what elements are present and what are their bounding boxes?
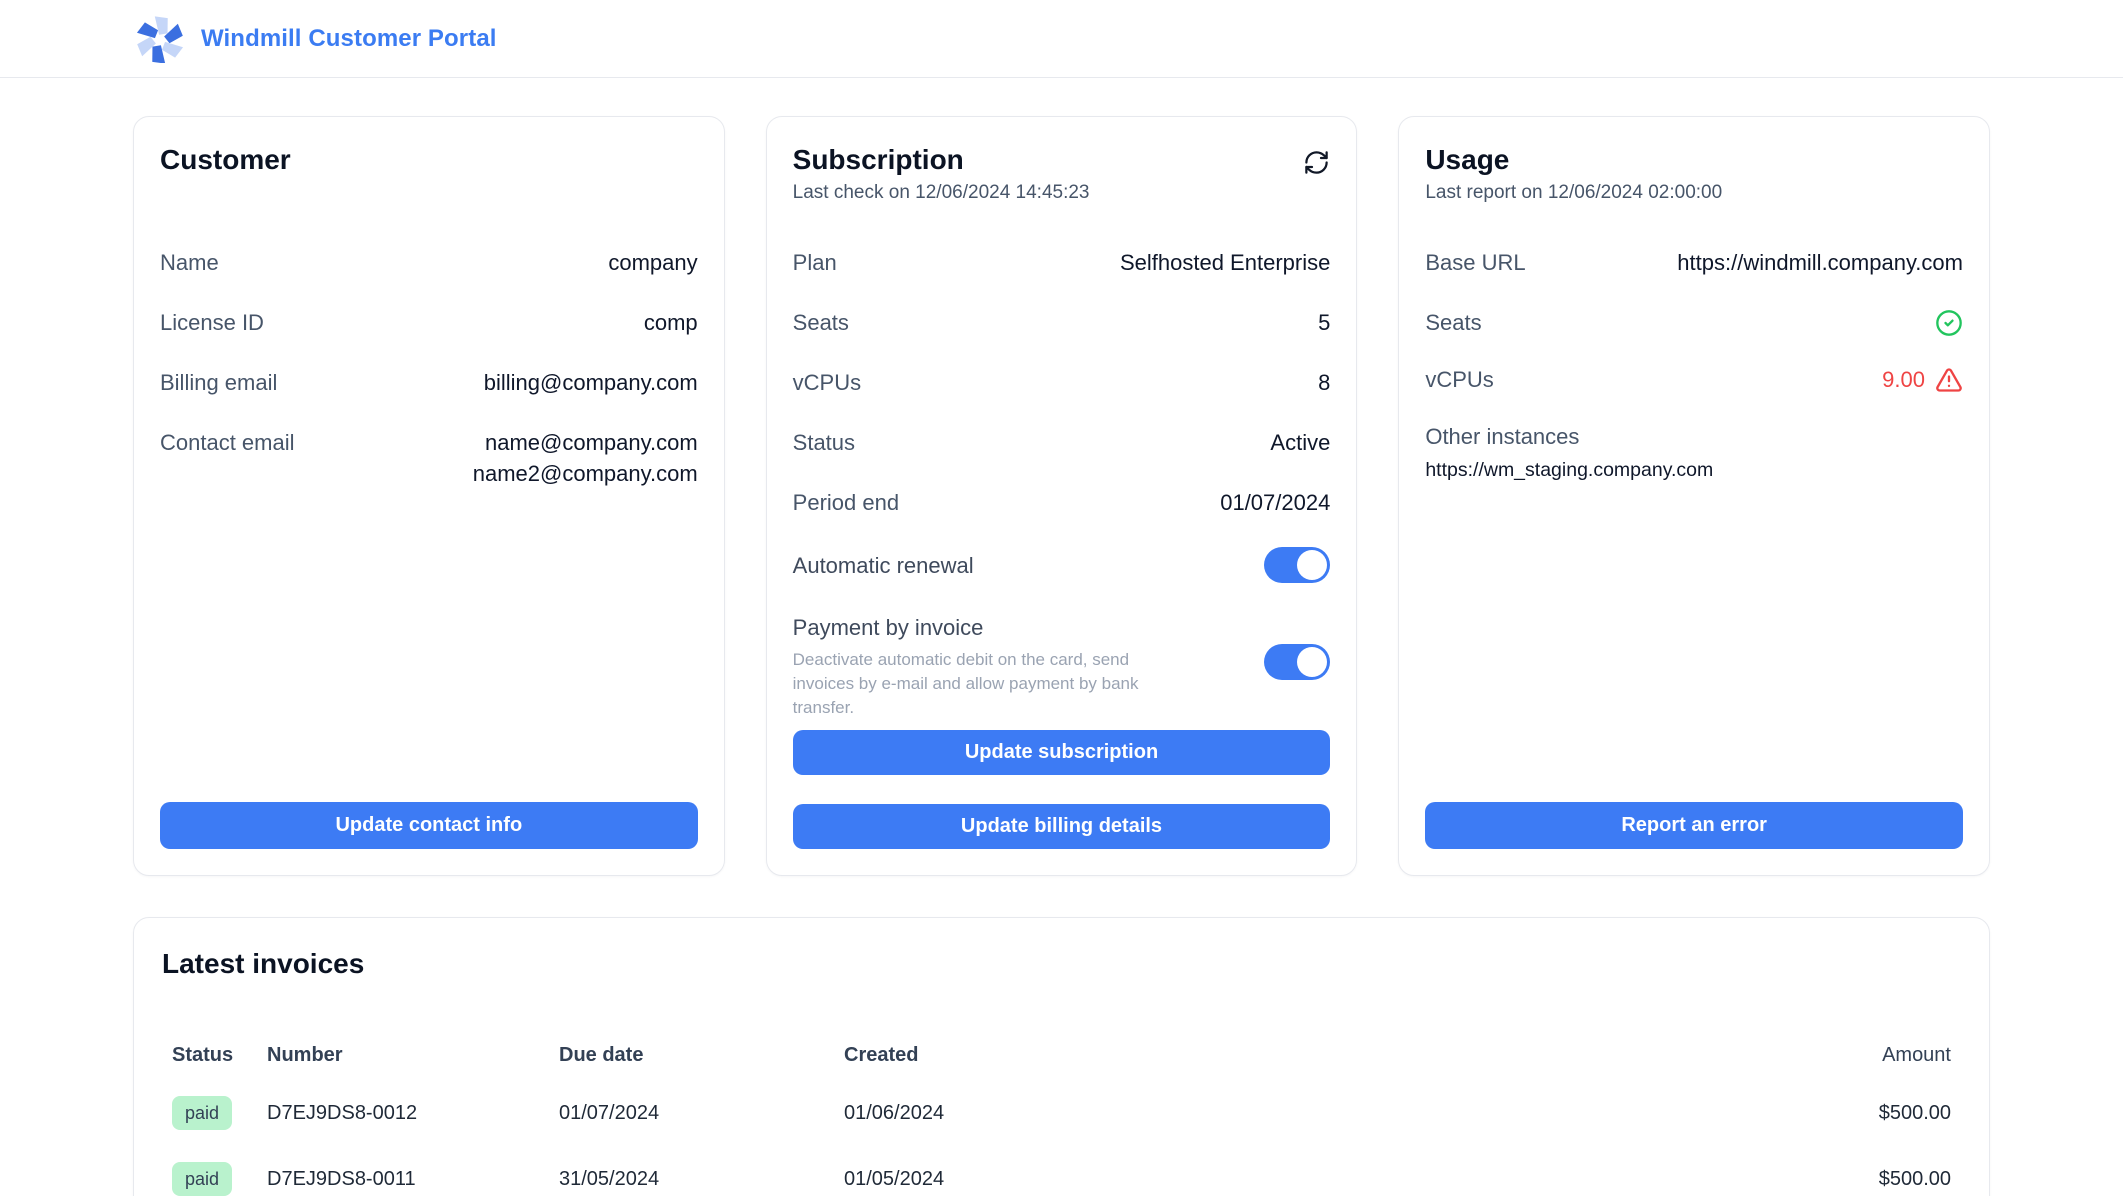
- plan-row: Plan Selfhosted Enterprise: [793, 247, 1331, 278]
- seats-value: 5: [1318, 310, 1331, 335]
- windmill-logo-icon: [136, 15, 184, 63]
- report-an-error-button[interactable]: Report an error: [1425, 802, 1963, 849]
- status-label: Status: [792, 430, 856, 455]
- invoice-created: 01/05/2024: [844, 1167, 945, 1190]
- column-due-date: Due date: [559, 1044, 644, 1066]
- base-url-label: Base URL: [1425, 250, 1526, 275]
- period-end-row: Period end 01/07/2024: [793, 487, 1331, 518]
- invoices-header-row: Status Number Due date Created Amount: [172, 1044, 1951, 1067]
- billing-email-label: Billing email: [160, 370, 278, 395]
- automatic-renewal-row: Automatic renewal: [793, 547, 1331, 583]
- column-status: Status: [172, 1044, 234, 1066]
- subscription-title: Subscription: [792, 144, 964, 175]
- license-id-row: License ID comp: [160, 307, 698, 338]
- usage-card: Usage Last report on 12/06/2024 02:00:00…: [1398, 116, 1990, 876]
- vcpus-label: vCPUs: [792, 370, 862, 395]
- invoice-created: 01/06/2024: [844, 1101, 945, 1124]
- plan-value: Selfhosted Enterprise: [1119, 250, 1331, 275]
- latest-invoices-title: Latest invoices: [162, 948, 365, 979]
- app-header: Windmill Customer Portal: [0, 0, 2123, 78]
- payment-by-invoice-toggle[interactable]: [1264, 644, 1331, 680]
- column-amount: Amount: [1882, 1044, 1951, 1066]
- contact-email-label: Contact email: [160, 430, 295, 455]
- table-row: paid D7EJ9DS8-0012 01/07/2024 01/06/2024…: [172, 1093, 1951, 1133]
- vcpus-row: vCPUs 8: [793, 367, 1331, 398]
- automatic-renewal-toggle[interactable]: [1264, 547, 1331, 583]
- usage-seats-label: Seats: [1425, 310, 1482, 335]
- seats-label: Seats: [792, 310, 849, 335]
- customer-card: Customer Name company License ID comp Bi…: [133, 116, 725, 876]
- subscription-last-check: Last check on 12/06/2024 14:45:23: [792, 182, 1090, 203]
- payment-by-invoice-description: Deactivate automatic debit on the card, …: [792, 650, 1139, 717]
- vcpus-warning-icon: [1935, 366, 1963, 394]
- other-instances-url: https://wm_staging.company.com: [1425, 459, 1714, 481]
- customer-name-row: Name company: [160, 247, 698, 278]
- page-title: Windmill Customer Portal: [201, 24, 497, 52]
- invoices-table: Status Number Due date Created Amount pa…: [172, 1044, 1951, 1196]
- invoice-amount: $500.00: [1878, 1101, 1951, 1124]
- status-badge: paid: [172, 1162, 233, 1196]
- invoice-amount: $500.00: [1878, 1167, 1951, 1190]
- update-subscription-button[interactable]: Update subscription: [792, 730, 1331, 775]
- other-instances-label: Other instances: [1425, 424, 1580, 449]
- seats-row: Seats 5: [793, 307, 1331, 338]
- base-url-row: Base URL https://windmill.company.com: [1425, 247, 1963, 278]
- name-label: Name: [160, 250, 219, 275]
- usage-last-report: Last report on 12/06/2024 02:00:00: [1425, 182, 1723, 203]
- usage-vcpus-value: 9.00: [1882, 367, 1925, 392]
- license-id-value: comp: [643, 310, 698, 335]
- column-number: Number: [267, 1044, 343, 1066]
- period-end-value: 01/07/2024: [1220, 490, 1331, 515]
- period-end-label: Period end: [792, 490, 900, 515]
- refresh-icon[interactable]: [1303, 149, 1330, 176]
- vcpus-value: 8: [1318, 370, 1331, 395]
- invoice-due-date: 31/05/2024: [559, 1167, 660, 1190]
- usage-vcpus-row: vCPUs 9.00: [1425, 364, 1963, 395]
- usage-title: Usage: [1425, 144, 1510, 175]
- invoice-number: D7EJ9DS8-0012: [267, 1101, 418, 1124]
- usage-vcpus-label: vCPUs: [1425, 367, 1494, 392]
- billing-email-row: Billing email billing@company.com: [160, 367, 698, 398]
- subscription-card: Subscription Last check on 12/06/2024 14…: [765, 116, 1358, 876]
- usage-seats-row: Seats: [1425, 307, 1963, 338]
- contact-email-row: Contact email name@company.com name2@com…: [160, 427, 698, 489]
- contact-email-value: name@company.com name2@company.com: [472, 430, 698, 486]
- status-badge: paid: [172, 1096, 233, 1130]
- update-billing-details-button[interactable]: Update billing details: [792, 804, 1331, 849]
- other-instances-block: Other instances https://wm_staging.compa…: [1425, 421, 1963, 482]
- status-row: Status Active: [793, 427, 1331, 458]
- name-value: company: [608, 250, 698, 275]
- automatic-renewal-label: Automatic renewal: [792, 552, 974, 578]
- plan-label: Plan: [792, 250, 837, 275]
- column-created: Created: [844, 1044, 919, 1066]
- seats-ok-icon: [1935, 309, 1963, 337]
- payment-by-invoice-label: Payment by invoice: [792, 615, 984, 640]
- base-url-value: https://windmill.company.com: [1677, 250, 1963, 275]
- invoice-due-date: 01/07/2024: [559, 1101, 660, 1124]
- license-id-label: License ID: [160, 310, 264, 335]
- update-contact-info-button[interactable]: Update contact info: [160, 802, 698, 849]
- billing-email-value: billing@company.com: [483, 370, 698, 395]
- payment-by-invoice-row: Payment by invoice Deactivate automatic …: [793, 612, 1331, 720]
- status-value: Active: [1270, 430, 1331, 455]
- table-row: paid D7EJ9DS8-0011 31/05/2024 01/05/2024…: [172, 1159, 1951, 1196]
- customer-title: Customer: [160, 144, 291, 175]
- latest-invoices-card: Latest invoices Status Number Due date C…: [133, 917, 1990, 1196]
- invoice-number: D7EJ9DS8-0011: [267, 1167, 416, 1190]
